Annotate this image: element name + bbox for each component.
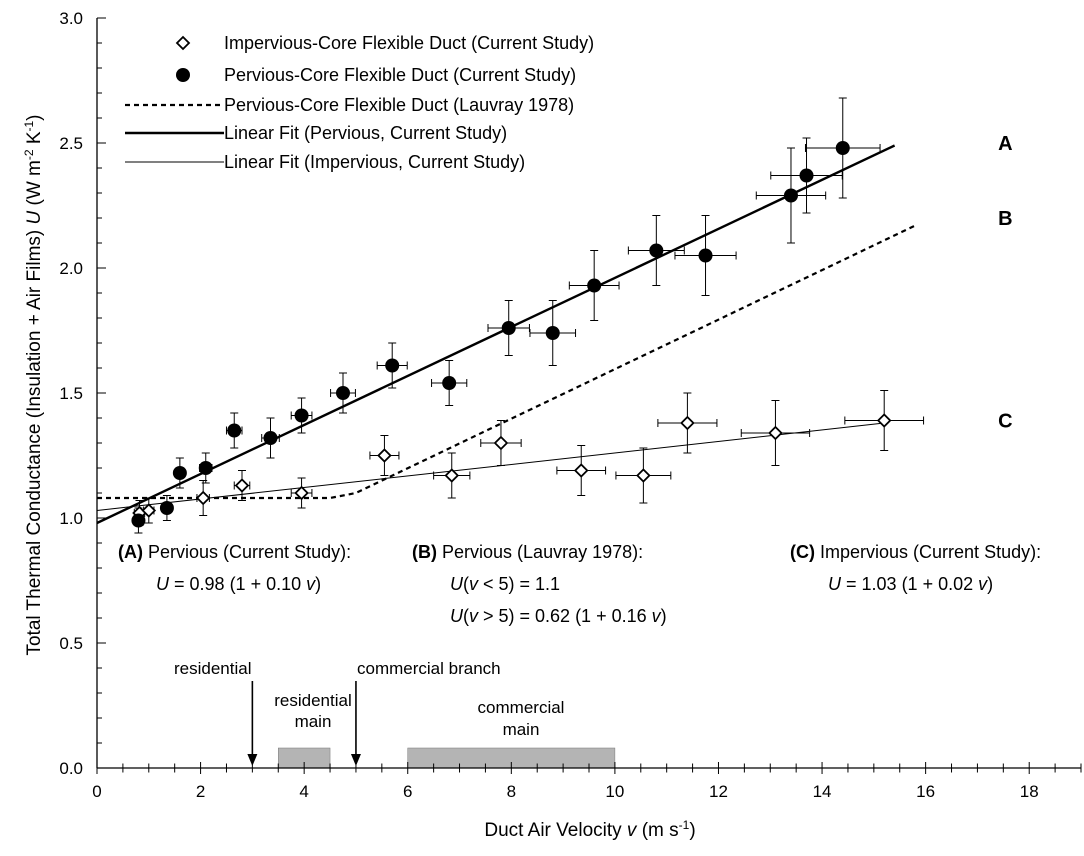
x-tick-label: 8 [507, 782, 516, 801]
x-tick-label: 16 [916, 782, 935, 801]
legend-label-lauvray: Pervious-Core Flexible Duct (Lauvray 197… [224, 95, 574, 115]
x-tick-label: 14 [813, 782, 832, 801]
x-axis-title: Duct Air Velocity v (m s-1) [484, 818, 695, 841]
pervious-point [698, 248, 713, 263]
pervious-point [545, 326, 560, 340]
impervious-point [876, 413, 892, 428]
legend-label-impervious: Impervious-Core Flexible Duct (Current S… [224, 33, 594, 53]
curve-label-b: B [998, 208, 1012, 230]
pervious-point [587, 278, 602, 293]
fit-lines [96, 144, 916, 525]
annotation-commercial-branch: commercial branch [357, 659, 501, 678]
arrow-residential-head [247, 754, 258, 766]
impervious-point [377, 448, 392, 463]
pervious-point [131, 513, 146, 528]
pervious-point [385, 358, 400, 373]
line-lauvray-1978 [97, 224, 916, 500]
pervious-point [835, 141, 850, 155]
pervious-point [799, 168, 814, 183]
impervious-point [636, 468, 651, 483]
equation-c-formula: U = 1.03 (1 + 0.02 v) [828, 574, 993, 594]
pervious-point [783, 188, 798, 203]
x-tick-label: 10 [605, 782, 624, 801]
pervious-point [336, 386, 350, 400]
x-tick-label: 6 [403, 782, 412, 801]
curve-labels: A B C [998, 133, 1012, 433]
arrow-commercial-branch-head [350, 754, 361, 766]
velocity-range-bands [278, 747, 616, 769]
y-tick-label: 0.5 [59, 634, 83, 653]
y-tick-label: 2.5 [59, 134, 83, 153]
curve-label-a: A [998, 133, 1012, 155]
x-tick-label: 4 [299, 782, 308, 801]
legend-marker-impervious [175, 35, 191, 51]
legend-label-fit-impervious: Linear Fit (Impervious, Current Study) [224, 152, 525, 172]
impervious-point [444, 468, 460, 483]
equation-b-title: (B) Pervious (Lauvray 1978): [412, 542, 643, 562]
y-axis-title: Total Thermal Conductance (Insulation + … [22, 114, 45, 655]
legend-marker-pervious [176, 68, 190, 82]
equations: (A) Pervious (Current Study): U = 0.98 (… [118, 542, 1041, 626]
impervious-point [141, 503, 157, 518]
impervious-point [234, 478, 250, 493]
annotations: residential commercial branch residentia… [174, 659, 564, 766]
equation-b-formula-high: U(v > 5) = 0.62 (1 + 0.16 v) [450, 606, 667, 626]
impervious-point [195, 490, 211, 506]
annotation-commercial-main-line1: commercial [478, 698, 565, 717]
pervious-point [294, 408, 309, 423]
pervious-point [159, 501, 174, 515]
x-tick-label: 12 [709, 782, 728, 801]
y-tick-label: 2.0 [59, 259, 83, 278]
legend-label-fit-pervious: Linear Fit (Pervious, Current Study) [224, 123, 507, 143]
pervious-point [172, 466, 187, 480]
y-tick-label: 1.5 [59, 384, 83, 403]
annotation-residential: residential [174, 659, 252, 678]
annotation-residential-main-line1: residential [274, 691, 352, 710]
pervious-point [227, 423, 242, 438]
legend-label-pervious: Pervious-Core Flexible Duct (Current Stu… [224, 65, 576, 85]
tick-labels: 0 2 4 6 8 10 12 14 16 18 0.0 0.5 1.0 1.5 2.0 2.5 3.0 [59, 9, 1038, 801]
impervious-point [680, 415, 695, 431]
y-tick-label: 0.0 [59, 759, 83, 778]
pervious-point [198, 461, 213, 475]
arrow-commercial-branch [350, 681, 361, 766]
equation-a-title: (A) Pervious (Current Study): [118, 542, 351, 562]
curve-label-c: C [998, 411, 1012, 433]
data-points [131, 141, 892, 528]
y-tick-label: 1.0 [59, 509, 83, 528]
arrow-residential [247, 681, 258, 766]
annotation-commercial-main-line2: main [503, 720, 540, 739]
impervious-point [768, 425, 783, 441]
annotation-residential-main-line2: main [295, 712, 332, 731]
x-tick-label: 2 [196, 782, 205, 801]
y-tick-label: 3.0 [59, 9, 83, 28]
x-tick-label: 18 [1020, 782, 1039, 801]
annotation-arrows [247, 681, 361, 766]
pervious-point [442, 376, 457, 390]
legend: Impervious-Core Flexible Duct (Current S… [125, 33, 594, 172]
equation-b-formula-low: U(v < 5) = 1.1 [450, 574, 560, 594]
x-tick-label: 0 [92, 782, 101, 801]
pervious-point [649, 243, 664, 258]
equation-a-formula: U = 0.98 (1 + 0.10 v) [156, 574, 321, 594]
pervious-point [501, 321, 516, 335]
line-fit-impervious [96, 422, 885, 511]
pervious-point [263, 431, 278, 445]
equation-c-title: (C) Impervious (Current Study): [790, 542, 1041, 562]
impervious-point [294, 485, 309, 501]
impervious-point [573, 463, 589, 478]
line-fit-pervious [96, 144, 896, 525]
impervious-point [493, 435, 509, 451]
